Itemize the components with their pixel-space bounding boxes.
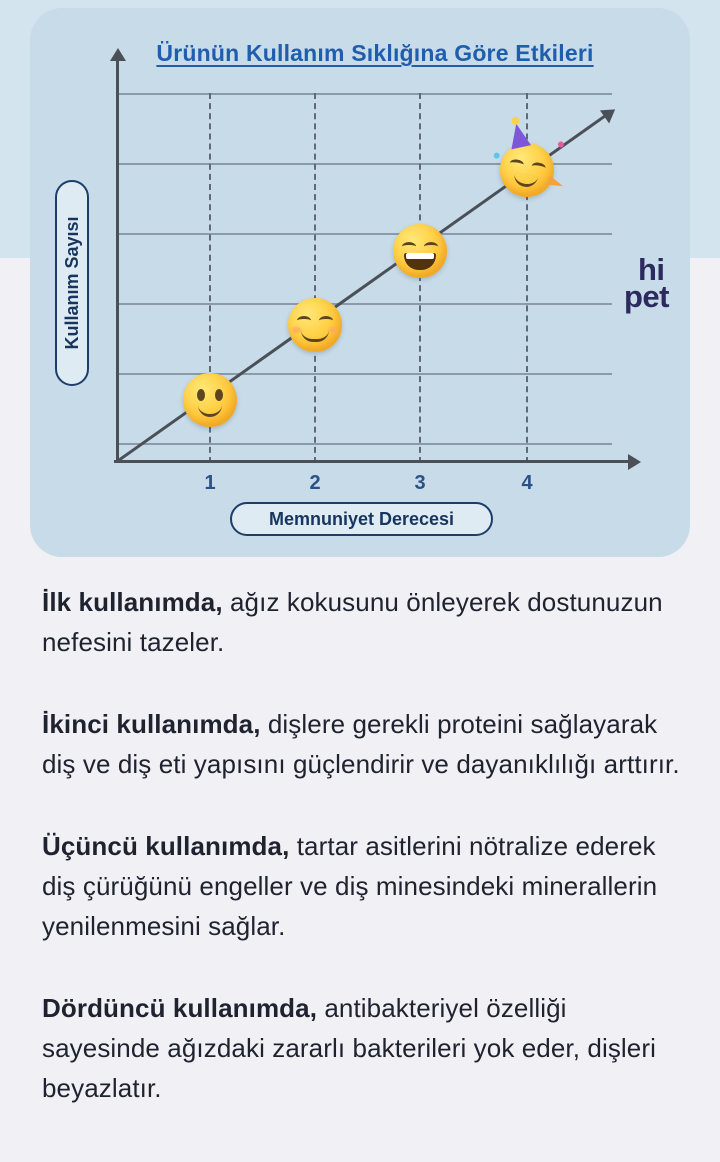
chart-area: 1 2 3 4: [30, 8, 690, 557]
party-horn-icon: [546, 175, 565, 191]
usage-text-2: dişlere gerekli proteini sağlayarak diş …: [42, 709, 680, 779]
hipet-logo: hi pet: [624, 252, 670, 314]
h-gridline: [117, 303, 612, 305]
v-gridline-dashed: [419, 93, 421, 463]
v-gridline-dashed: [209, 93, 211, 463]
v-gridline-dashed: [526, 93, 528, 463]
usage-text-3: tartar asitlerini nötralize ederek diş ç…: [42, 831, 658, 941]
x-tick-4: 4: [521, 472, 533, 494]
v-gridline-dashed: [314, 93, 316, 463]
h-gridline: [117, 233, 612, 235]
usage-text-1: ağız kokusunu önleyerek dostunuzun nefes…: [42, 587, 663, 657]
y-axis-label-pill: Kullanım Sayısı: [55, 180, 89, 386]
usage-lead-1: İlk kullanımda,: [42, 587, 223, 617]
x-axis-line: [114, 460, 632, 463]
partying-emoji-icon: [493, 121, 565, 201]
usage-paragraph-2: İkinci kullanımda, dişlere gerekli prote…: [42, 704, 680, 784]
usage-descriptions: İlk kullanımda, ağız kokusunu önleyerek …: [42, 582, 680, 1150]
chart-card: Ürünün Kullanım Sıklığına Göre Etkileri: [30, 8, 690, 557]
usage-lead-2: İkinci kullanımda,: [42, 709, 261, 739]
slightly-smiling-emoji-icon: [183, 373, 237, 427]
h-gridline: [117, 373, 612, 375]
usage-paragraph-3: Üçüncü kullanımda, tartar asitlerini nöt…: [42, 826, 680, 946]
grinning-emoji-icon: [393, 224, 447, 278]
x-tick-3: 3: [414, 472, 426, 494]
h-gridline: [117, 443, 612, 445]
usage-paragraph-4: Dördüncü kullanımda, antibakteriyel özel…: [42, 988, 680, 1108]
x-tick-1: 1: [204, 472, 216, 494]
logo-line-2: pet: [624, 279, 670, 314]
usage-paragraph-1: İlk kullanımda, ağız kokusunu önleyerek …: [42, 582, 680, 662]
usage-text-4: antibakteriyel özelliği sayesinde ağızda…: [42, 993, 656, 1103]
chart-title: Ürünün Kullanım Sıklığına Göre Etkileri: [156, 40, 594, 66]
x-axis-arrow-icon: [628, 454, 641, 470]
x-tick-2: 2: [309, 472, 321, 494]
smiling-eyes-emoji-icon: [288, 298, 342, 352]
h-gridline: [117, 93, 612, 95]
x-axis-label-pill: Memnuniyet Derecesi: [230, 502, 493, 536]
logo-line-1: hi: [638, 252, 665, 287]
usage-lead-3: Üçüncü kullanımda,: [42, 831, 290, 861]
y-axis-line: [116, 60, 119, 463]
usage-lead-4: Dördüncü kullanımda,: [42, 993, 318, 1023]
y-axis-arrow-icon: [110, 48, 126, 61]
trend-arrow-icon: [599, 102, 620, 124]
h-gridline: [117, 163, 612, 165]
confetti-dot: [493, 152, 501, 160]
